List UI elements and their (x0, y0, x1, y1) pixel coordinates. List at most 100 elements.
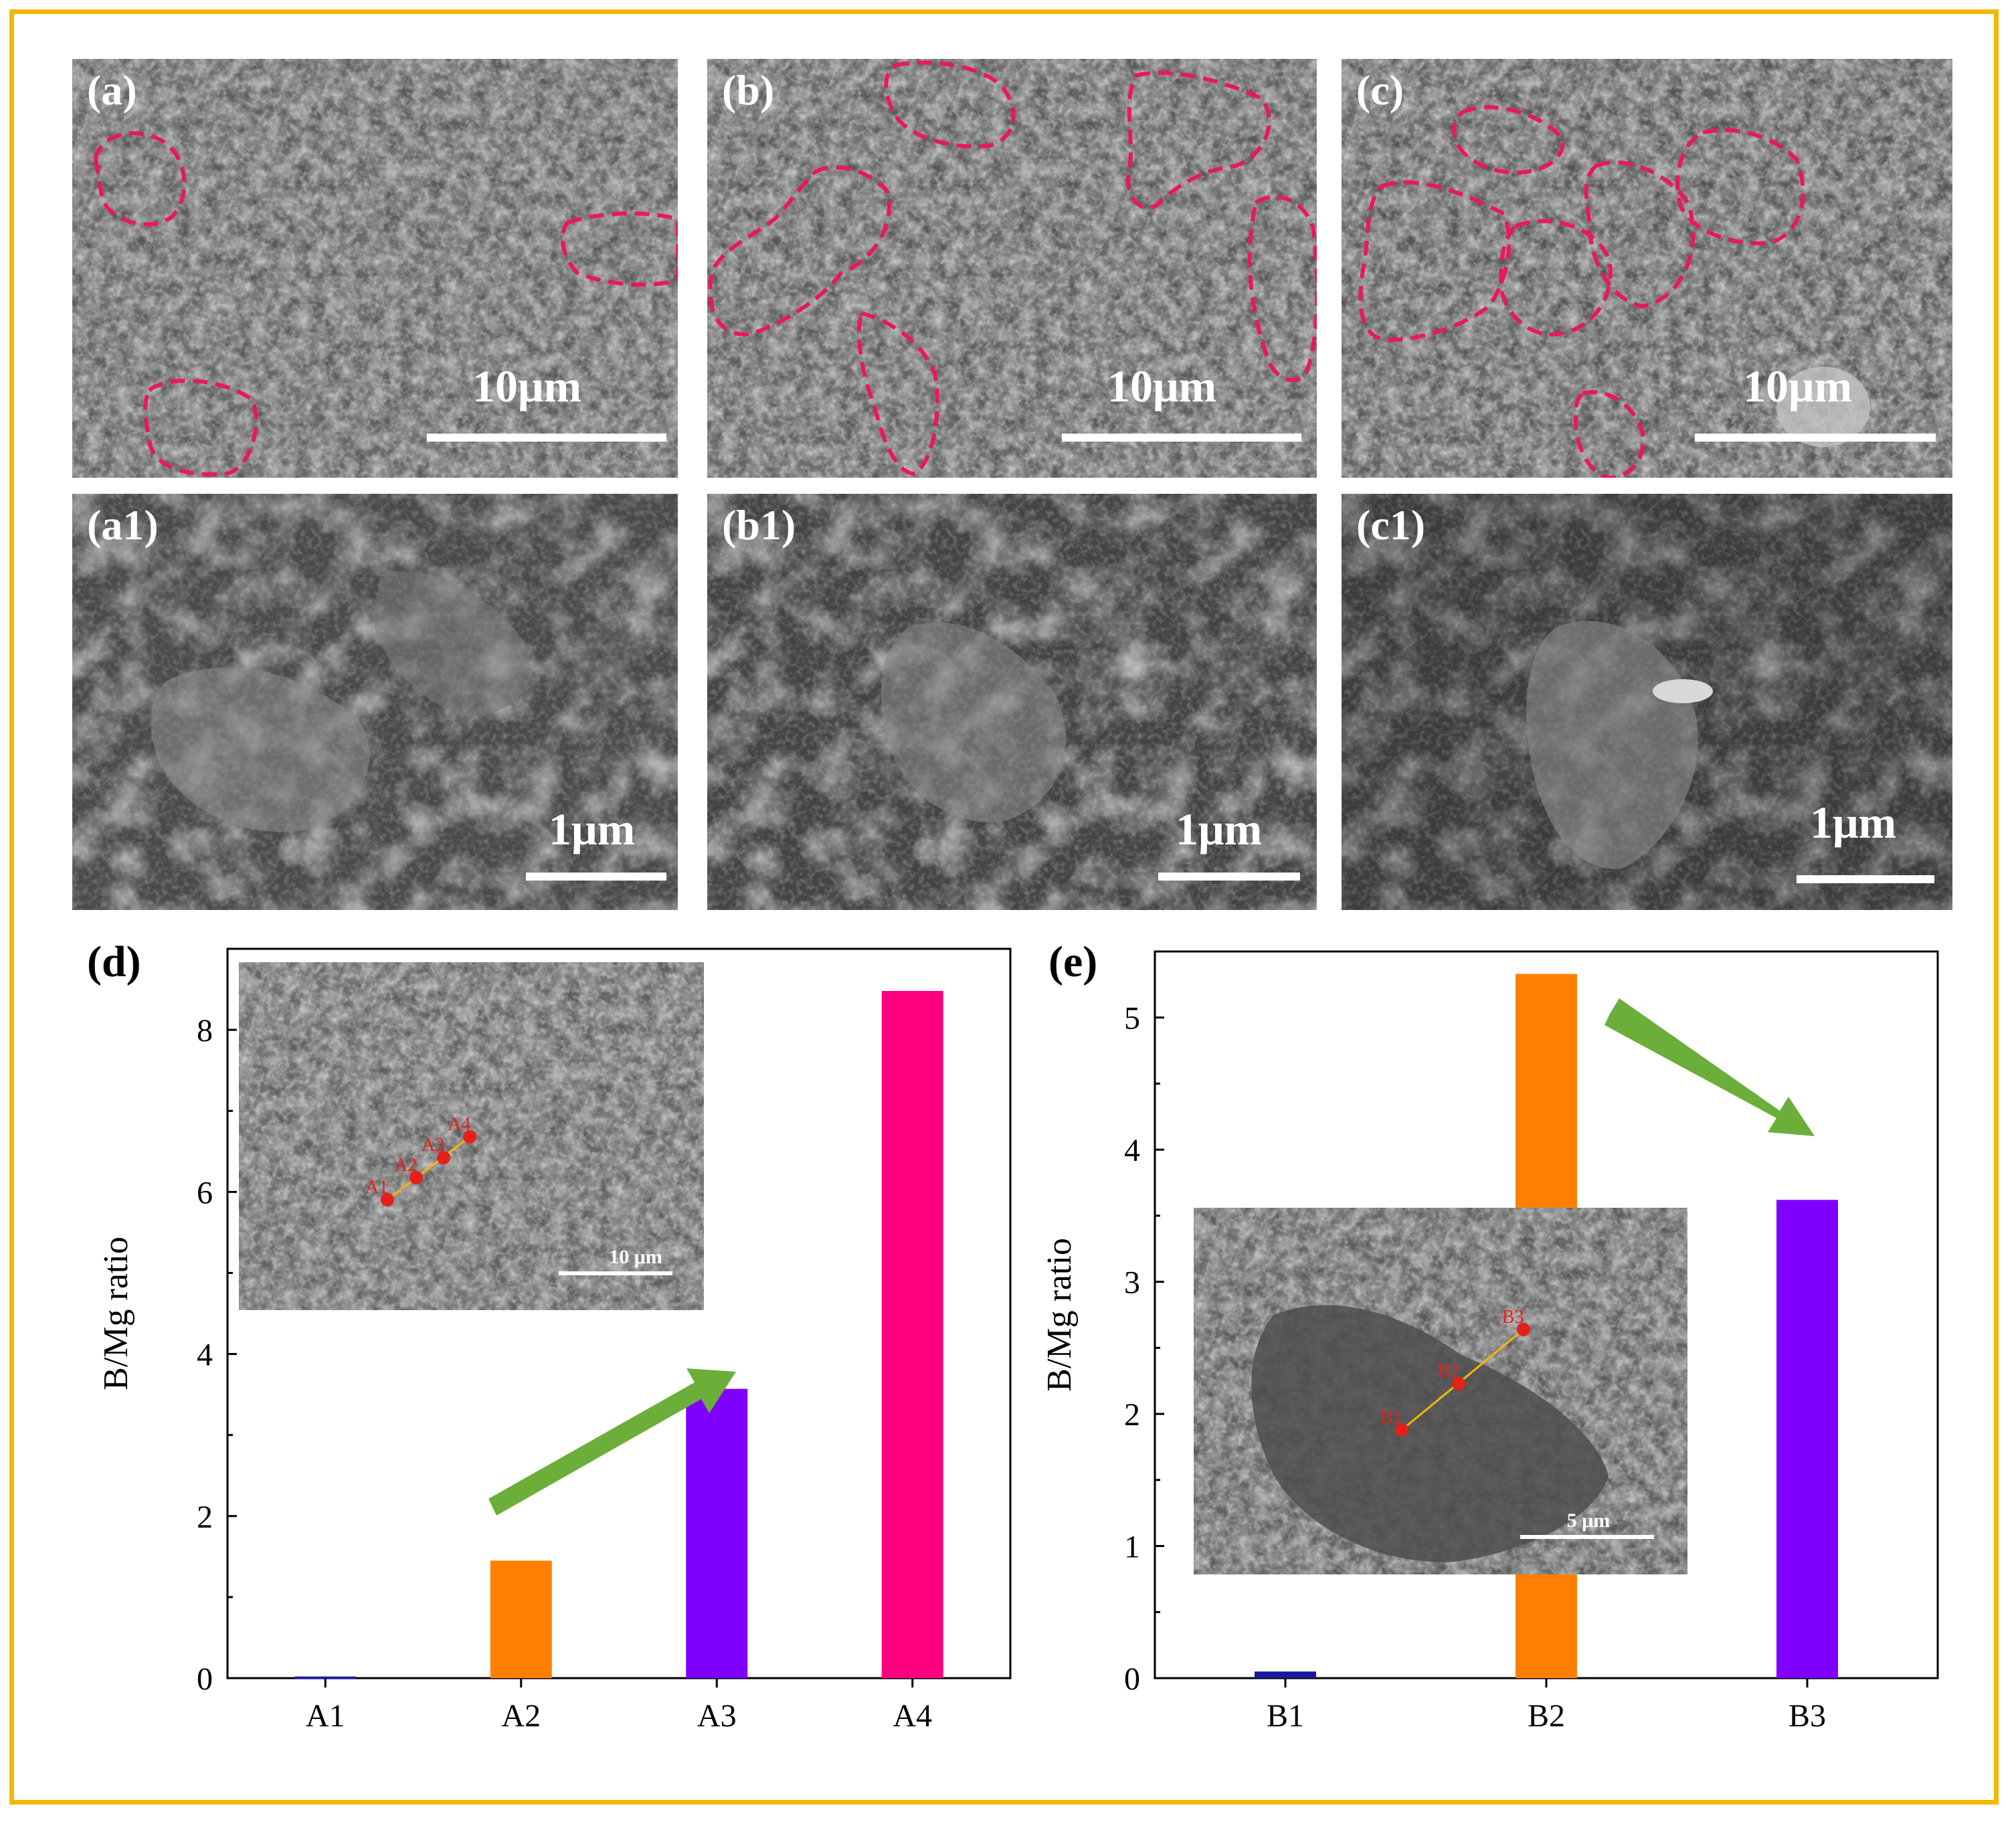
y-tick-label: 8 (197, 1013, 213, 1049)
y-tick-label: 2 (1124, 1397, 1140, 1433)
y-tick-label: 3 (1124, 1265, 1140, 1301)
linescan-point-label: B3 (1502, 1307, 1524, 1328)
sem-texture (72, 59, 678, 478)
panel-label: (c) (1356, 66, 1404, 114)
region-outline (1358, 180, 1511, 343)
y-tick-label: 4 (1124, 1133, 1140, 1168)
linescan-point (1517, 1323, 1530, 1336)
region-outline (143, 378, 258, 476)
scale-bar (1797, 875, 1934, 883)
inset-scale-label: 10 μm (609, 1246, 662, 1268)
grain (151, 667, 370, 832)
x-tick-label: B2 (1528, 1698, 1565, 1734)
x-tick-label: B1 (1267, 1698, 1304, 1734)
scale-bar-label: 10μm (1743, 361, 1853, 412)
figure-frame (9, 9, 1999, 1805)
sem-panel-b1: (b1) 1μm (707, 494, 1317, 910)
linescan-point (1452, 1377, 1465, 1390)
y-tick-label: 5 (1124, 1001, 1140, 1036)
x-tick-label: B3 (1789, 1698, 1826, 1734)
y-tick-label: 2 (197, 1499, 213, 1535)
sem-panel-a: (a) 10μm (72, 59, 678, 478)
linescan-point-label: A3 (422, 1135, 444, 1156)
region-outline (1499, 219, 1613, 337)
x-tick-label: A4 (893, 1698, 932, 1734)
sem-texture (1342, 494, 1952, 910)
sem-panel-c1: (c1) 1μm (1342, 494, 1952, 910)
scale-bar-label: 10μm (1107, 361, 1217, 412)
scale-bar (1158, 873, 1300, 881)
region-outline (93, 131, 187, 227)
linescan-line (387, 1135, 470, 1201)
grain (373, 571, 530, 716)
region-outline (1247, 195, 1317, 382)
particle (1653, 679, 1713, 703)
panel-label: (b1) (722, 501, 796, 549)
linescan-point-label: A2 (394, 1155, 417, 1176)
sem-texture (707, 494, 1317, 910)
grain (881, 622, 1066, 823)
particle (1776, 367, 1870, 447)
panel-label-e: (e) (1048, 937, 1098, 986)
inset-sem-e: B1 B2 B3 5 μm (1194, 1208, 1687, 1574)
x-tick-label: A2 (501, 1698, 541, 1734)
sem-texture (707, 59, 1317, 478)
scale-bar (1695, 434, 1936, 442)
region-outline (1573, 390, 1645, 478)
linescan-point (381, 1193, 394, 1206)
panel-label: (c1) (1356, 501, 1426, 549)
region-outline (708, 165, 891, 337)
y-tick-label: 6 (197, 1175, 213, 1210)
smooth-region (1251, 1305, 1609, 1562)
sem-texture (72, 494, 678, 910)
trend-arrow-icon (1605, 998, 1815, 1136)
inset-scale-bar (1520, 1535, 1654, 1539)
scale-bar (1062, 434, 1301, 442)
linescan-point-label: B2 (1437, 1361, 1459, 1382)
y-tick-label: 4 (197, 1338, 213, 1373)
trend-arrow-icon (488, 1368, 736, 1516)
scale-bar-label: 10μm (472, 361, 582, 412)
region-outline (560, 211, 678, 287)
y-tick-label: 0 (1124, 1661, 1140, 1697)
sem-texture (1342, 59, 1952, 478)
scale-bar (526, 873, 666, 881)
sem-panel-c: (c) 10μm (1342, 59, 1952, 478)
panel-label: (a1) (87, 501, 159, 549)
panel-label: (a) (87, 66, 137, 114)
linescan-point-label: A1 (365, 1177, 388, 1198)
linescan-point (409, 1171, 423, 1184)
linescan-point-label: B1 (1380, 1407, 1402, 1428)
inset-scale-bar (559, 1271, 672, 1275)
panel-label-d: (d) (87, 937, 141, 986)
region-outline (884, 60, 1016, 149)
bar-a4 (881, 990, 943, 1678)
scale-bar-label: 1μm (1810, 797, 1897, 848)
sem-panel-b: (b) 10μm (707, 59, 1317, 478)
bar-chart-e: 0 1 2 3 4 5 B1 B2 B3 B/Mg ratio B1 B2 B3 5 μm (1040, 950, 1939, 1734)
region-outline (1675, 128, 1805, 246)
linescan-point (463, 1130, 476, 1144)
x-tick-label: A1 (306, 1698, 345, 1734)
sem-panel-a1: (a1) 1μm (72, 494, 678, 910)
panel-label: (b) (722, 66, 775, 114)
bar-b1 (1255, 1671, 1316, 1678)
inset-scale-label: 5 μm (1567, 1510, 1611, 1532)
bar-a3 (686, 1388, 748, 1678)
y-axis-label: B/Mg ratio (97, 1237, 135, 1390)
region-outline (1452, 105, 1565, 175)
y-axis-label: B/Mg ratio (1040, 1238, 1079, 1392)
linescan-point (437, 1151, 450, 1164)
x-tick-label: A3 (697, 1698, 737, 1734)
bar-a2 (490, 1560, 552, 1678)
y-tick-label: 0 (197, 1661, 213, 1697)
bar-a1 (294, 1676, 357, 1679)
grain (1526, 621, 1698, 869)
region-outline (1126, 70, 1271, 209)
scale-bar (427, 434, 666, 442)
bar-b3 (1776, 1200, 1838, 1678)
linescan-point (1395, 1423, 1408, 1437)
scale-bar-label: 1μm (549, 804, 636, 854)
